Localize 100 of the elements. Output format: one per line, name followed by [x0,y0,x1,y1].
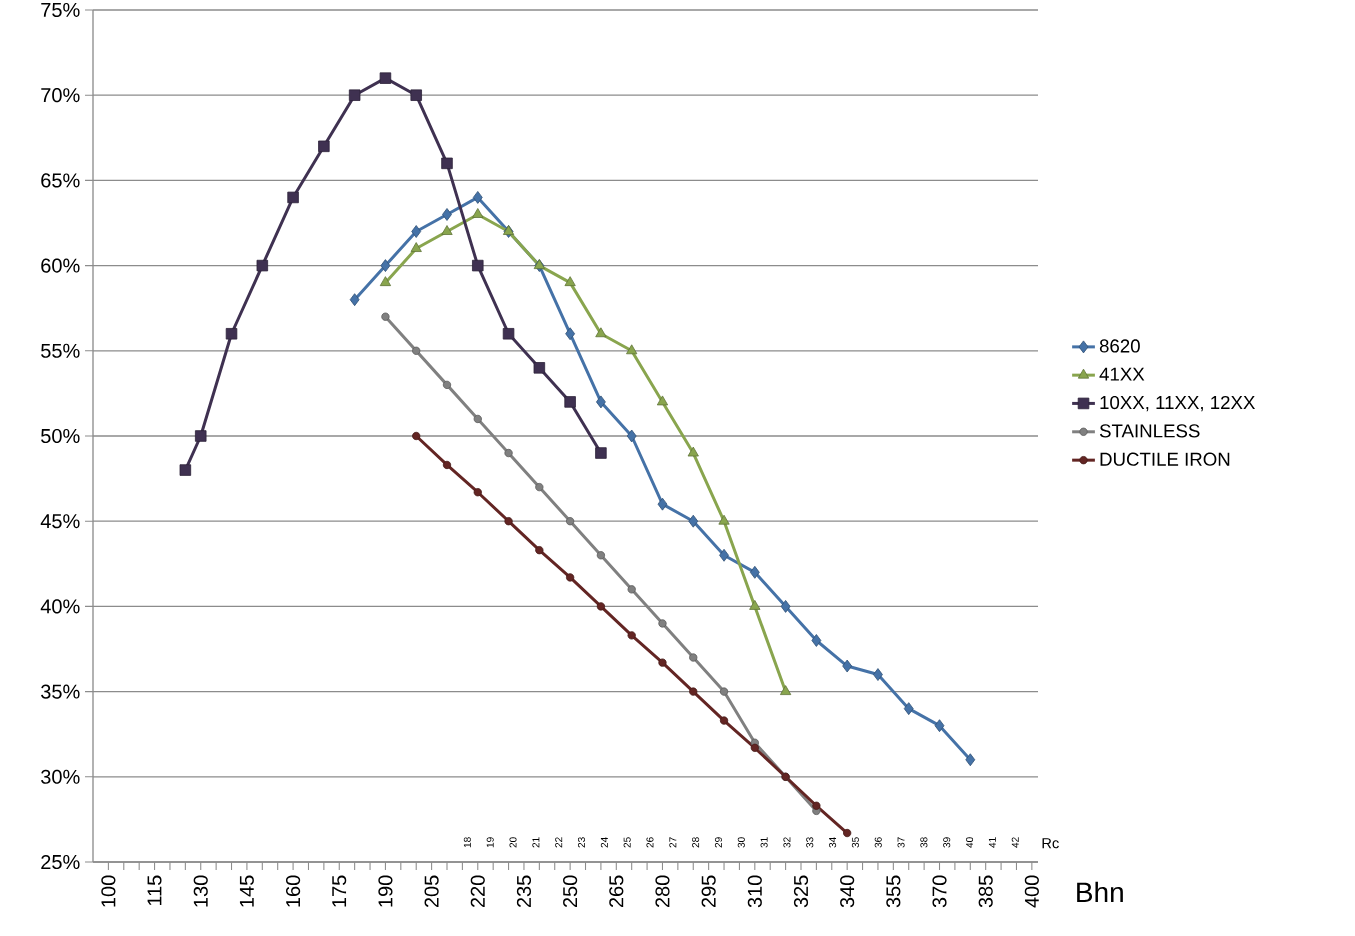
x2-tick-label: 31 [760,837,768,848]
point [472,191,483,204]
x2-tick-label: 27 [669,837,677,848]
x-tick-label: 160 [286,875,301,907]
point [472,208,484,218]
point [749,600,761,610]
point [780,685,792,695]
point [719,548,729,562]
point [687,446,699,457]
x-tick-label: 190 [378,875,393,907]
y-tick-label: 50% [41,428,80,444]
x2-tick-label: 34 [829,837,837,848]
y-tick-label: 25% [41,854,80,870]
point [626,344,638,355]
point [689,653,698,662]
y-tick-label: 40% [40,599,80,614]
x-tick-label: 175 [332,875,347,907]
x-tick-label: 145 [239,875,254,907]
x2-tick-label: 25 [623,837,631,848]
point [903,702,914,716]
x-axis-title: Bhn [1077,881,1123,902]
x-tick-label: 340 [840,875,855,908]
x-tick-label: 280 [655,875,670,908]
x-tick-label: 235 [516,875,532,908]
legend-label: 41XX [1099,367,1145,381]
x2-tick-label: 41 [988,837,996,848]
point [688,514,699,528]
x2-tick-label: 23 [577,837,586,848]
point [811,634,822,647]
point [596,395,606,409]
point [504,448,513,458]
y-tick-label: 45% [40,514,80,529]
point [412,346,421,355]
point [596,602,606,611]
x2-tick-label: 37 [897,837,905,848]
x-tick-label: 265 [609,875,624,908]
point [780,600,791,613]
point [595,327,607,338]
point [349,293,360,307]
point [565,573,575,582]
point [812,801,821,810]
point [656,395,669,406]
x-tick-label: 325 [793,875,809,908]
point [626,429,637,443]
x-tick-label: 295 [701,875,716,908]
point [719,687,729,696]
y-tick-label: 55% [41,343,80,358]
point [749,565,760,579]
point [410,89,422,101]
point [412,431,421,441]
point [689,687,698,696]
point [535,482,544,492]
point [750,743,759,752]
x2-tick-label: 42 [1011,837,1019,848]
point [195,430,207,442]
point [410,242,422,252]
x2-tick-label: 36 [874,837,882,848]
x2-tick-label: 18 [463,837,471,848]
point [348,89,361,101]
point [379,72,392,84]
x2-tick-label: 29 [714,837,722,848]
x2-tick-label: 33 [806,837,814,848]
y-tick-label: 30% [41,769,80,784]
point [380,259,391,272]
legend-label: DUCTILE IRON [1100,452,1230,466]
point [627,585,636,594]
point [934,719,945,733]
point [719,716,729,725]
point [565,517,575,526]
point [287,191,299,204]
x2-tick-label: 39 [943,837,951,848]
point [965,753,976,767]
point [225,328,238,340]
point [441,157,453,170]
point [442,380,452,390]
y-tick-label: 70% [41,88,80,103]
point [473,488,482,497]
x2-tick-label: 28 [692,837,700,848]
x2-tick-label: 24 [600,837,608,848]
point [502,328,515,340]
y-tick-label: 60% [41,258,80,273]
x2-tick-label: 20 [509,837,517,848]
point [472,259,484,272]
x-tick-label: 310 [747,875,762,908]
x2-tick-label: 40 [965,837,974,848]
legend-label: 10XX, 11XX, 12XX [1100,395,1256,412]
y-tick-label: 65% [41,173,80,188]
x-tick-label: 220 [470,875,485,908]
y-tick-label: 35% [41,684,80,699]
point [442,208,452,221]
x2-tick-label: 26 [646,837,654,848]
point [564,276,576,287]
x2-tick-label: 19 [486,837,494,848]
x2-tick-label: 22 [555,837,563,848]
point [564,396,576,408]
x-tick-label: 100 [101,875,116,907]
point [441,225,453,235]
point [535,546,544,555]
x2-tick-label: 30 [737,837,745,848]
point [718,514,730,525]
